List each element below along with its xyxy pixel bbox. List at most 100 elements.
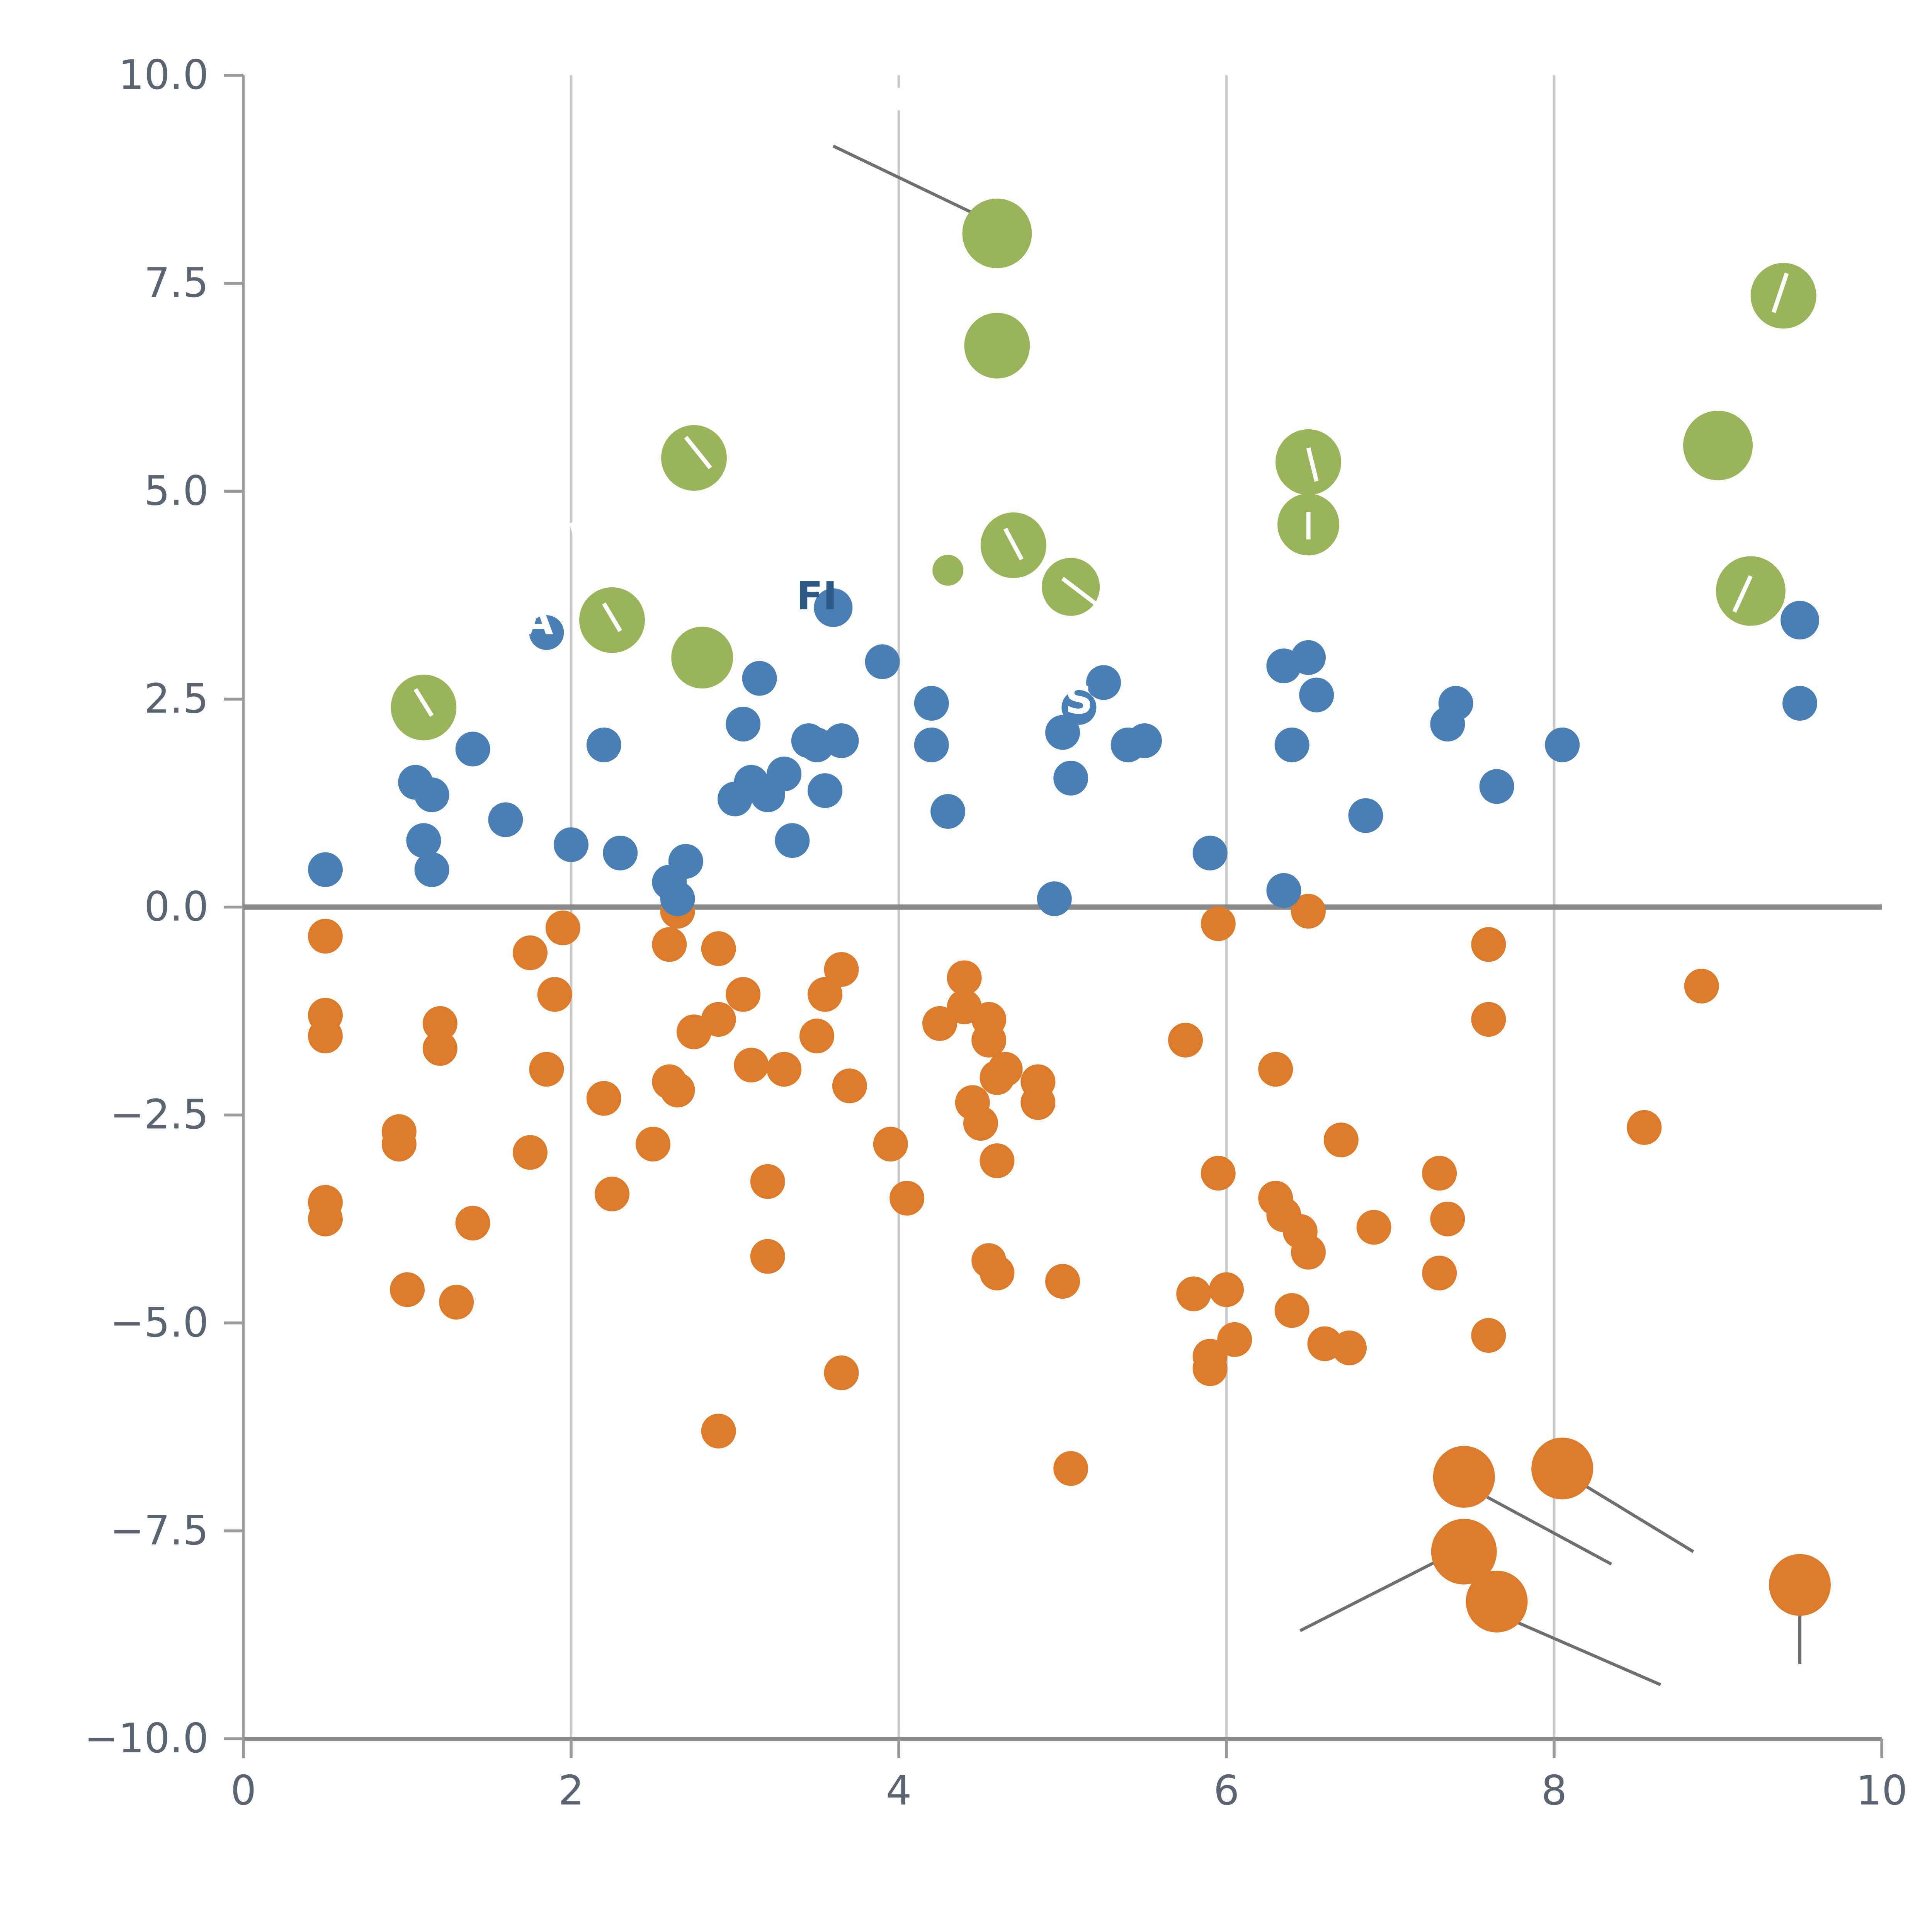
x-tick-label: 4 [886, 1767, 912, 1814]
data-point-orange-group [1430, 1201, 1465, 1236]
data-point-blue-group [1781, 600, 1819, 639]
data-point-blue-group [767, 757, 802, 792]
data-point-green-group [1716, 556, 1786, 626]
data-point-orange-group [1471, 1002, 1506, 1037]
data-point-blue-group [1438, 686, 1473, 721]
data-point-blue-group [775, 823, 810, 858]
annotation-text-fragment: FI [796, 573, 837, 619]
data-point-orange-group [1422, 1156, 1457, 1191]
data-point-orange-group [1201, 1156, 1236, 1191]
data-point-blue-group [726, 706, 761, 742]
data-point-orange-group [660, 1073, 695, 1108]
data-point-orange-group [595, 1177, 629, 1212]
y-tick-label: −2.5 [110, 1091, 209, 1138]
data-point-orange-group [1356, 1210, 1391, 1245]
data-point-orange-group [1769, 1554, 1831, 1616]
y-tick-label: 0.0 [144, 883, 209, 930]
data-point-blue-group [1274, 727, 1310, 762]
data-point-blue-group [554, 827, 588, 862]
data-point-orange-group [1627, 1110, 1662, 1145]
data-point-blue-group [824, 723, 859, 758]
data-point-blue-group [1291, 640, 1326, 675]
data-point-blue-group [1086, 665, 1121, 700]
data-point-orange-group [701, 1413, 736, 1449]
data-point-orange-group [381, 1126, 417, 1162]
data-point-orange-group [308, 1201, 343, 1236]
data-point-blue-group [406, 823, 441, 858]
data-point-orange-group [537, 977, 572, 1012]
data-point-orange-group [1045, 1264, 1080, 1299]
data-point-green-group [1683, 410, 1753, 480]
data-point-blue-group [455, 731, 490, 767]
data-point-blue-group [1266, 873, 1301, 908]
data-point-blue-group [586, 727, 621, 762]
data-point-orange-group [513, 1135, 548, 1170]
data-point-green-group [964, 313, 1030, 379]
data-point-orange-group [1209, 1272, 1244, 1307]
data-point-blue-group [668, 844, 703, 879]
data-point-orange-group [701, 931, 736, 966]
data-point-orange-group [1176, 1276, 1211, 1311]
y-tick-label: 10.0 [118, 51, 209, 99]
annotation-white-mark [1061, 577, 1113, 618]
data-point-green-group [1750, 263, 1816, 329]
data-point-orange-group [308, 1019, 343, 1054]
annotation-white-mark [1732, 575, 1753, 613]
annotation-leader-line [1480, 1492, 1612, 1566]
y-tick-label: 7.5 [144, 259, 209, 306]
data-point-orange-group [971, 1022, 1007, 1058]
y-tick-label: −10.0 [84, 1715, 209, 1762]
annotation-white-mark [1306, 447, 1319, 482]
data-point-orange-group [1471, 927, 1506, 962]
data-point-orange-group [832, 1068, 867, 1104]
data-point-orange-group [799, 1019, 834, 1054]
data-point-orange-group [545, 910, 580, 946]
data-point-blue-group [808, 773, 843, 808]
data-point-orange-group [1332, 1330, 1367, 1366]
data-point-orange-group [767, 1052, 802, 1087]
data-point-blue-group [1061, 690, 1097, 725]
data-point-orange-group [1201, 906, 1236, 941]
annotation-text-fragment: A [523, 598, 553, 643]
data-point-orange-group [734, 1048, 769, 1083]
data-point-orange-group [947, 960, 982, 995]
data-point-blue-group [603, 835, 638, 871]
x-tick-label: 8 [1541, 1767, 1567, 1814]
data-point-orange-group [1471, 1318, 1506, 1353]
data-point-blue-group [914, 686, 949, 721]
data-point-orange-group [1422, 1255, 1457, 1291]
data-point-orange-group [1466, 1570, 1528, 1633]
data-point-orange-group [1684, 968, 1719, 1003]
data-point-blue-group [1479, 769, 1514, 804]
data-point-orange-group [873, 1126, 908, 1162]
data-point-blue-group [414, 852, 449, 887]
data-point-blue-group [308, 852, 343, 887]
data-point-blue-group [742, 661, 777, 696]
data-point-orange-group [1020, 1085, 1056, 1120]
data-point-orange-group [750, 1164, 785, 1199]
data-point-blue-group [930, 794, 966, 829]
data-point-orange-group [1323, 1122, 1359, 1158]
data-point-orange-group [513, 935, 548, 970]
annotation-white-mark [602, 602, 622, 632]
data-point-orange-group [726, 977, 761, 1012]
data-point-blue-group [1782, 686, 1817, 721]
data-point-orange-group [1258, 1052, 1293, 1087]
data-point-blue-group [865, 644, 900, 679]
data-point-blue-group [529, 615, 564, 650]
data-point-blue-group [914, 727, 949, 762]
data-point-green-group [391, 674, 457, 740]
y-tick-label: −5.0 [110, 1299, 209, 1346]
data-point-green-group [671, 626, 733, 689]
data-point-orange-group [455, 1206, 490, 1241]
data-point-blue-group [1053, 760, 1088, 796]
data-point-orange-group [652, 927, 687, 962]
data-point-orange-group [1192, 1351, 1228, 1386]
data-point-orange-group [980, 1060, 1015, 1095]
annotation-white-mark [1771, 272, 1789, 313]
data-point-green-group [661, 425, 727, 491]
data-point-orange-group [963, 1106, 998, 1141]
x-tick-label: 0 [231, 1767, 257, 1814]
data-point-orange-group [922, 1006, 957, 1041]
